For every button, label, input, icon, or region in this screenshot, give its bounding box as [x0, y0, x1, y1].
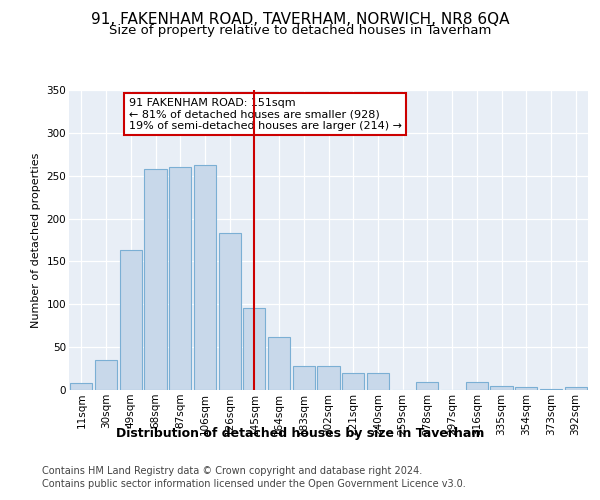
Bar	[515, 386, 538, 390]
Bar	[169, 167, 191, 390]
Text: Size of property relative to detached houses in Taverham: Size of property relative to detached ho…	[109, 24, 491, 37]
Bar	[367, 373, 389, 390]
Bar	[243, 308, 265, 390]
Bar	[95, 360, 117, 390]
Text: Distribution of detached houses by size in Taverham: Distribution of detached houses by size …	[116, 428, 484, 440]
Bar	[466, 382, 488, 390]
Bar	[342, 373, 364, 390]
Bar	[70, 383, 92, 390]
Bar	[565, 388, 587, 390]
Text: 91 FAKENHAM ROAD: 151sqm
← 81% of detached houses are smaller (928)
19% of semi-: 91 FAKENHAM ROAD: 151sqm ← 81% of detach…	[128, 98, 401, 130]
Bar	[268, 337, 290, 390]
Bar	[317, 366, 340, 390]
Bar	[194, 166, 216, 390]
Bar	[293, 366, 315, 390]
Bar	[145, 169, 167, 390]
Y-axis label: Number of detached properties: Number of detached properties	[31, 152, 41, 328]
Text: Contains public sector information licensed under the Open Government Licence v3: Contains public sector information licen…	[42, 479, 466, 489]
Text: 91, FAKENHAM ROAD, TAVERHAM, NORWICH, NR8 6QA: 91, FAKENHAM ROAD, TAVERHAM, NORWICH, NR…	[91, 12, 509, 28]
Text: Contains HM Land Registry data © Crown copyright and database right 2024.: Contains HM Land Registry data © Crown c…	[42, 466, 422, 476]
Bar	[218, 233, 241, 390]
Bar	[416, 382, 439, 390]
Bar	[490, 386, 512, 390]
Bar	[119, 250, 142, 390]
Bar	[540, 389, 562, 390]
